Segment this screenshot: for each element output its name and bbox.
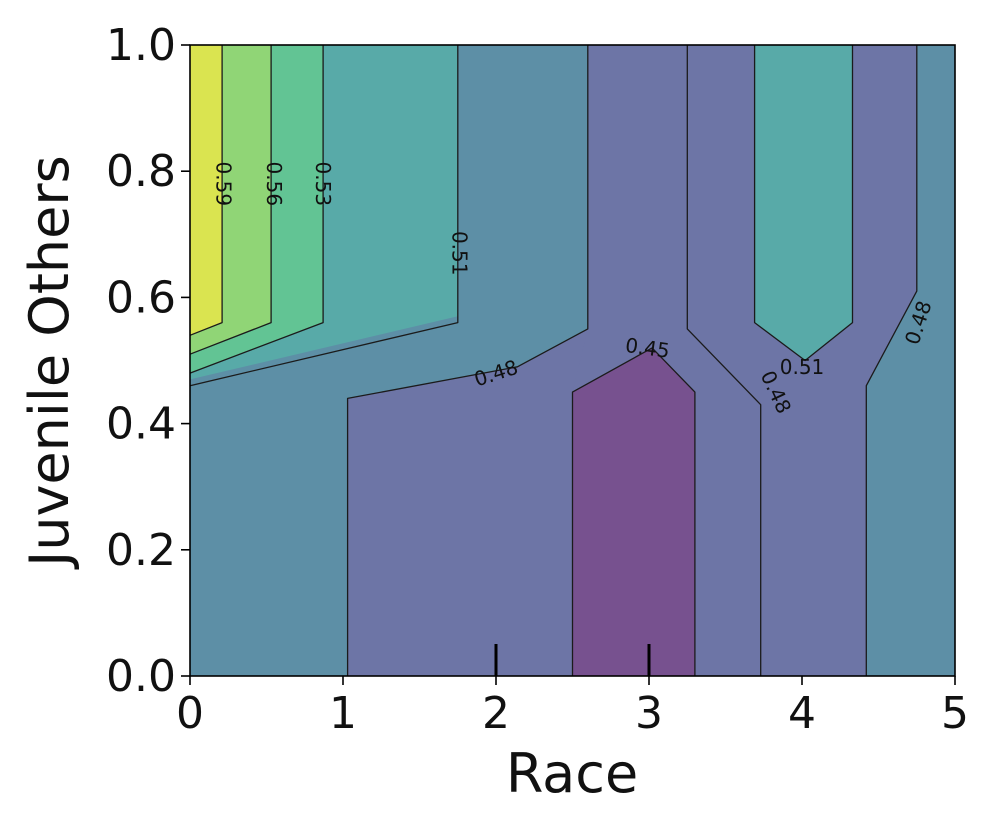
y-tick-label-5: 1.0 xyxy=(106,20,176,71)
y-axis-ticks: 0.0 0.2 0.4 0.6 0.8 1.0 xyxy=(106,20,190,702)
contour-region-8 xyxy=(190,45,223,336)
contour-line-6 xyxy=(865,45,918,676)
contour-label-0: 0.59 xyxy=(212,162,236,207)
x-axis-ticks: 0 1 2 3 4 5 xyxy=(176,676,969,739)
contour-label-3: 0.51 xyxy=(447,231,471,276)
contour-line-7 xyxy=(571,347,696,676)
x-tick-label-3: 3 xyxy=(635,688,663,739)
y-tick-label-2: 0.4 xyxy=(106,399,176,450)
contour-lines xyxy=(189,45,918,676)
y-tick-label-1: 0.2 xyxy=(106,525,176,576)
contour-line-4 xyxy=(346,45,589,676)
x-tick-label-2: 2 xyxy=(482,688,510,739)
contour-line-0 xyxy=(189,45,223,336)
contour-label-2: 0.53 xyxy=(311,162,335,207)
x-tick-label-5: 5 xyxy=(941,688,969,739)
plot-frame xyxy=(189,44,956,677)
contour-line-8 xyxy=(753,45,854,362)
contour-label-1: 0.56 xyxy=(262,162,286,207)
y-tick-label-0: 0.0 xyxy=(106,651,176,702)
y-axis-label: Juvenile Others xyxy=(18,155,81,569)
x-tick-label-4: 4 xyxy=(788,688,816,739)
contour-region-3 xyxy=(572,347,695,676)
x-tick-label-1: 1 xyxy=(329,688,357,739)
rug-marks xyxy=(494,644,651,676)
contour-line-5 xyxy=(686,45,762,676)
contour-regions xyxy=(190,45,955,676)
contour-line-1 xyxy=(189,45,272,355)
x-axis-label: Race xyxy=(506,742,638,805)
y-tick-label-4: 0.8 xyxy=(106,146,176,197)
contour-line-2 xyxy=(189,45,324,374)
x-tick-label-0: 0 xyxy=(176,688,204,739)
contour-region-5 xyxy=(754,45,853,361)
contour-label-7: 0.51 xyxy=(780,355,825,379)
y-tick-label-3: 0.6 xyxy=(106,272,176,323)
contour-line-3 xyxy=(189,45,459,387)
